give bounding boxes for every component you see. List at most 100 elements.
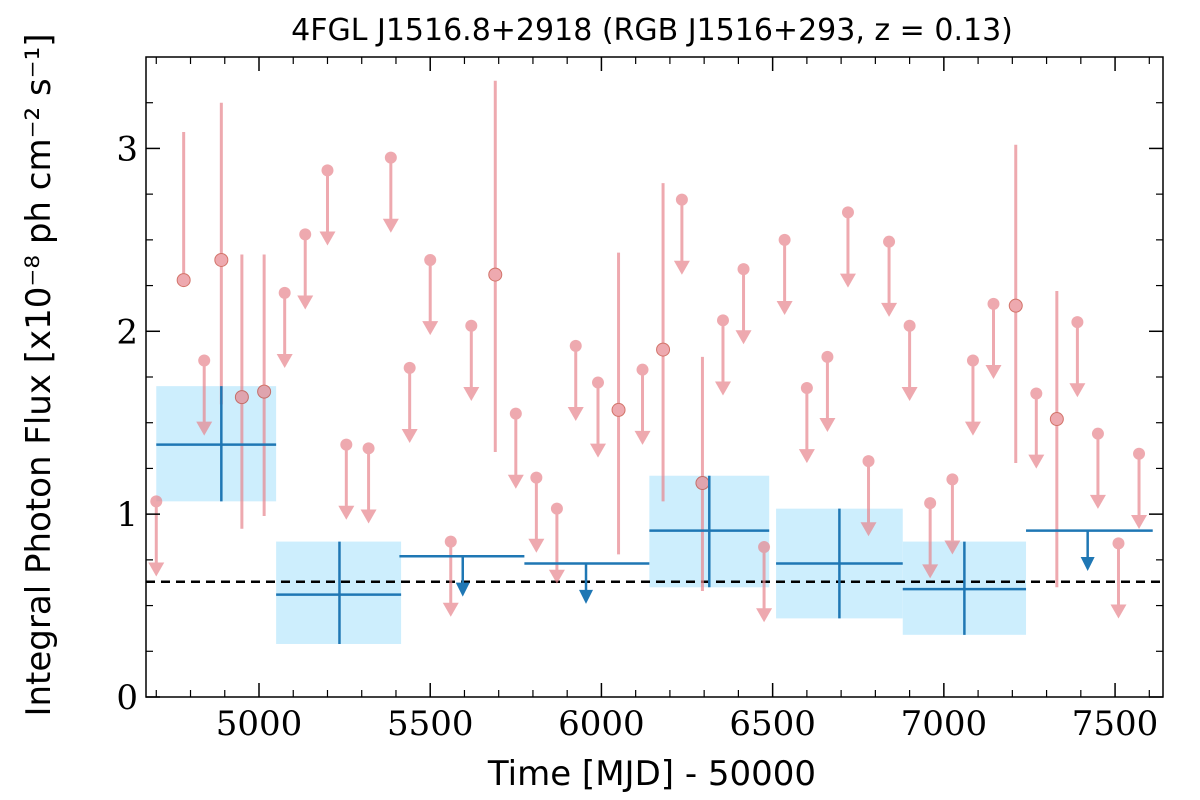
long-bin-detection-0 bbox=[156, 386, 277, 502]
short-bin-upper-limit-9 bbox=[422, 253, 439, 336]
x-tick-label: 7000 bbox=[901, 704, 988, 744]
short-bin-upper-limit-8 bbox=[401, 361, 418, 443]
short-bin-upper-limit-25 bbox=[839, 206, 856, 288]
short-bin-upper-limit-1 bbox=[196, 354, 213, 436]
short-bin-detection-1 bbox=[214, 102, 229, 405]
y-axis-label: Integral Photon Flux [x10⁻⁸ ph cm⁻² s⁻¹] bbox=[19, 33, 59, 716]
short-bin-upper-limit-35 bbox=[1089, 427, 1106, 509]
short-bin-point bbox=[1049, 412, 1064, 427]
short-bin-upper-limit-13 bbox=[528, 471, 545, 553]
long-bin-detection-2 bbox=[649, 475, 770, 588]
upper-limit-marker bbox=[592, 376, 604, 389]
short-bin-upper-limit-20 bbox=[735, 263, 752, 345]
upper-limit-arrowhead bbox=[507, 474, 524, 489]
upper-limit-marker bbox=[883, 235, 896, 248]
short-bin-upper-limit-29 bbox=[922, 497, 939, 579]
upper-limit-marker bbox=[299, 228, 312, 241]
upper-limit-arrowhead bbox=[1069, 383, 1086, 398]
long-bin-upper-limit-2 bbox=[1026, 529, 1153, 571]
upper-limit-arrowhead bbox=[1028, 454, 1045, 469]
upper-limit-marker bbox=[946, 473, 959, 486]
short-bin-upper-limit-37 bbox=[1131, 447, 1148, 529]
short-bin-upper-limit-11 bbox=[463, 319, 480, 401]
upper-limit-marker bbox=[569, 339, 582, 352]
upper-limit-marker bbox=[340, 438, 353, 451]
upper-limit-arrowhead bbox=[590, 443, 606, 458]
long-bin-ul-arrowhead bbox=[455, 582, 470, 597]
upper-limit-arrowhead bbox=[634, 430, 651, 445]
upper-limit-marker bbox=[1133, 447, 1146, 460]
upper-limit-arrowhead bbox=[1089, 494, 1106, 509]
short-bin-upper-limit-28 bbox=[901, 319, 918, 401]
long-bin-detection-3 bbox=[776, 508, 903, 619]
short-bin-point bbox=[234, 390, 249, 405]
short-bin-upper-limit-3 bbox=[297, 228, 314, 310]
short-bin-detection-2 bbox=[234, 254, 249, 529]
short-bin-upper-limit-17 bbox=[634, 363, 651, 445]
y-tick-label: 3 bbox=[116, 129, 138, 169]
y-tick-label: 0 bbox=[116, 678, 138, 718]
short-bin-detection-6 bbox=[656, 183, 671, 502]
upper-limit-marker bbox=[903, 319, 916, 332]
short-bin-upper-limit-0 bbox=[148, 495, 165, 577]
short-bin-upper-limit-26 bbox=[860, 455, 877, 537]
upper-limit-arrowhead bbox=[922, 564, 939, 579]
upper-limit-marker bbox=[1030, 387, 1043, 400]
short-bin-upper-limit-36 bbox=[1110, 537, 1127, 619]
short-bin-upper-limit-24 bbox=[819, 350, 836, 433]
short-bin-point bbox=[656, 342, 671, 357]
short-bin-upper-limit-10 bbox=[442, 535, 459, 617]
short-bin-point bbox=[176, 273, 191, 288]
upper-limit-marker bbox=[1112, 537, 1125, 550]
upper-limit-arrowhead bbox=[338, 505, 355, 520]
x-tick-label: 5000 bbox=[216, 704, 303, 744]
tick-labels: 5000 5500 6000 6500 7000 7500 0 1 2 3 bbox=[116, 129, 1158, 744]
upper-limit-arrowhead bbox=[442, 602, 459, 617]
upper-limit-arrowhead bbox=[567, 407, 584, 422]
short-bin-point bbox=[1008, 298, 1023, 313]
upper-limit-marker bbox=[1071, 316, 1084, 329]
upper-limit-arrowhead bbox=[1110, 604, 1127, 619]
upper-limit-marker bbox=[530, 471, 543, 484]
x-axis-label: Time [MJD] - 50000 bbox=[487, 754, 816, 794]
long-bin-upper-limit-0 bbox=[399, 554, 525, 597]
upper-limit-arrowhead bbox=[839, 273, 856, 288]
upper-limit-marker bbox=[550, 502, 563, 515]
short-bin-detection-7 bbox=[695, 356, 710, 591]
upper-limit-arrowhead bbox=[276, 354, 293, 369]
short-bin-upper-limit-21 bbox=[756, 541, 773, 623]
short-bin-detection-0 bbox=[176, 131, 191, 288]
x-tick-label: 6000 bbox=[558, 704, 645, 744]
upper-limit-arrowhead bbox=[422, 321, 439, 336]
short-bin-detection-3 bbox=[257, 254, 272, 516]
upper-limit-arrowhead bbox=[1131, 514, 1148, 529]
short-bin-upper-limit-7 bbox=[382, 151, 399, 233]
upper-limit-arrowhead bbox=[964, 421, 981, 436]
upper-limit-arrowhead bbox=[382, 218, 399, 233]
upper-limit-arrowhead bbox=[297, 295, 314, 310]
axes-frame bbox=[145, 56, 1164, 698]
short-bin-upper-limit-19 bbox=[714, 314, 731, 396]
short-bins-layer bbox=[148, 80, 1148, 623]
upper-limit-marker bbox=[966, 354, 979, 367]
upper-limit-arrowhead bbox=[985, 365, 1002, 379]
x-tick-label: 6500 bbox=[729, 704, 816, 744]
upper-limit-marker bbox=[384, 151, 397, 164]
short-bin-detection-8 bbox=[1008, 144, 1023, 463]
long-bin-ul-arrowhead bbox=[579, 589, 594, 604]
upper-limit-arrowhead bbox=[798, 449, 815, 464]
short-bin-point bbox=[488, 267, 503, 282]
upper-limit-arrowhead bbox=[528, 538, 545, 553]
short-bin-upper-limit-22 bbox=[776, 233, 793, 315]
upper-limit-marker bbox=[841, 206, 854, 219]
upper-limit-arrowhead bbox=[148, 562, 165, 577]
short-bin-upper-limit-5 bbox=[338, 438, 355, 520]
upper-limit-marker bbox=[444, 535, 457, 548]
y-tick-label: 2 bbox=[116, 312, 138, 352]
upper-limit-marker bbox=[150, 495, 163, 508]
x-tick-label: 7500 bbox=[1072, 704, 1159, 744]
upper-limit-marker bbox=[800, 381, 813, 394]
upper-limit-arrowhead bbox=[735, 330, 752, 345]
upper-limit-arrowhead bbox=[776, 301, 793, 315]
